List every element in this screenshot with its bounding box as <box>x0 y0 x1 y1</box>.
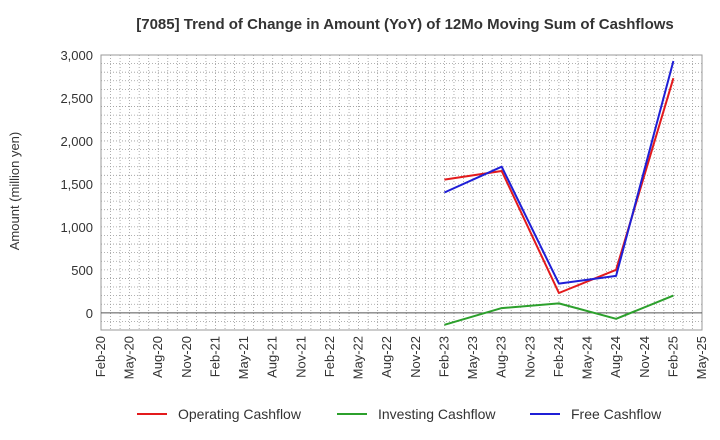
x-tick-label: May-20 <box>122 336 137 379</box>
x-tick-label: Aug-22 <box>379 336 394 378</box>
x-tick-label: Aug-23 <box>494 336 509 378</box>
legend: Operating Cashflow Investing Cashflow Free… <box>137 406 662 422</box>
x-tick-label: May-21 <box>236 336 251 379</box>
y-tick-label: 2,000 <box>60 134 93 149</box>
x-tick-label: Aug-24 <box>608 336 623 378</box>
x-tick-label: May-23 <box>465 336 480 379</box>
y-axis-label: Amount (million yen) <box>7 132 22 251</box>
x-tick-label: Nov-20 <box>179 336 194 378</box>
y-tick-label: 0 <box>86 306 93 321</box>
series-line <box>443 60 675 285</box>
x-tick-label: Feb-22 <box>322 336 337 377</box>
x-tick-label: Aug-20 <box>150 336 165 378</box>
legend-label: Operating Cashflow <box>178 406 302 422</box>
series-line <box>444 294 674 326</box>
x-tick-label: Nov-23 <box>522 336 537 378</box>
x-tick-label: Nov-22 <box>408 336 423 378</box>
x-tick-label: May-25 <box>694 336 709 379</box>
x-tick-label: Aug-21 <box>265 336 280 378</box>
x-tick-label: Feb-23 <box>436 336 451 377</box>
y-tick-label: 500 <box>71 263 93 278</box>
x-tick-label: Nov-24 <box>637 336 652 378</box>
legend-label: Investing Cashflow <box>378 406 496 422</box>
y-tick-label: 1,000 <box>60 220 93 235</box>
plot-area: 0 500 1,000 1,500 2,000 2,500 3,000 Feb-20 May-2… <box>60 48 709 379</box>
x-tick-label: Feb-20 <box>93 336 108 377</box>
y-tick-label: 1,500 <box>60 177 93 192</box>
x-tick-label: Feb-21 <box>207 336 222 377</box>
x-tick-label: Nov-21 <box>293 336 308 378</box>
y-tick-label: 3,000 <box>60 48 93 63</box>
chart-title: [7085] Trend of Change in Amount (YoY) o… <box>136 16 674 33</box>
x-tick-label: May-22 <box>351 336 366 379</box>
legend-label: Free Cashflow <box>571 406 662 422</box>
x-tick-label: Feb-24 <box>551 336 566 377</box>
y-tick-label: 2,500 <box>60 91 93 106</box>
x-tick-label: May-24 <box>580 336 595 379</box>
x-tick-label: Feb-25 <box>665 336 680 377</box>
